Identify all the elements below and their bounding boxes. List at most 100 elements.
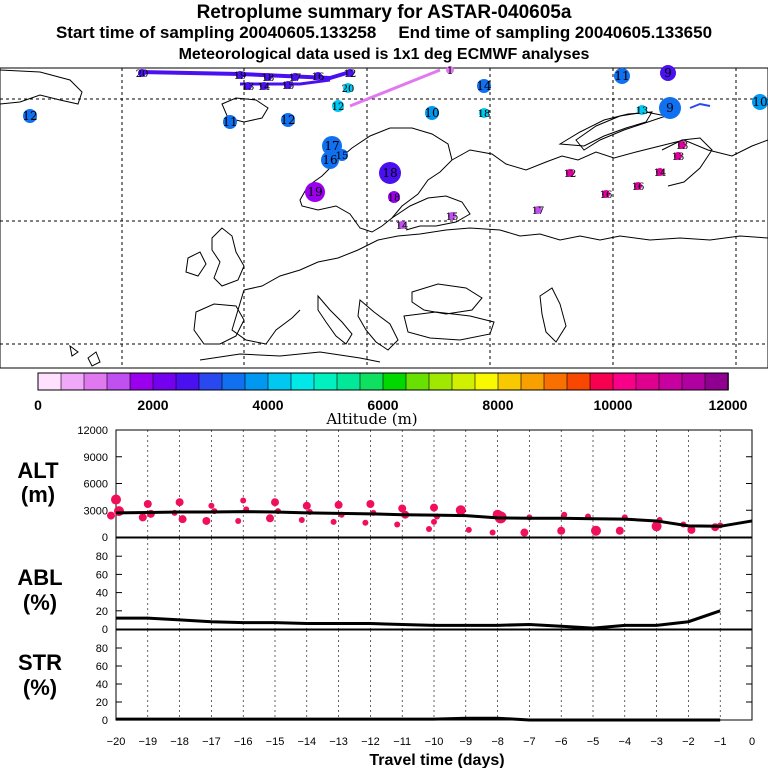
map-marker-label: 19 (234, 71, 247, 82)
x-tick-label: −4 (619, 736, 632, 748)
colorbar-box (474, 372, 499, 391)
alt-cluster-point (266, 514, 274, 523)
map-marker-label: 16 (600, 190, 613, 201)
map-marker-label: 18 (382, 166, 397, 180)
end-time-label: End time of sampling 20040605.133650 (398, 23, 713, 42)
y-tick-label: 3000 (84, 505, 108, 517)
map-marker-label: 17 (532, 206, 545, 217)
alt-cluster-point (489, 529, 496, 536)
x-tick-label: −16 (234, 736, 253, 748)
abl-panel: ABL (%) 0 20 40 60 80 (17, 537, 753, 636)
colorbar-box (359, 372, 384, 391)
colorbar: 0 2000 4000 6000 8000 10000 12000 Altitude (m) (34, 372, 748, 428)
x-tick-label: −14 (297, 736, 316, 748)
map-marker (260, 82, 268, 90)
alt-cluster-point (330, 518, 337, 525)
y-tick-label: 0 (102, 624, 108, 636)
abl-yaxis: 0 20 40 60 80 (96, 551, 752, 636)
map-marker (223, 115, 237, 129)
map-marker-label: 13 (676, 141, 689, 152)
alt-cluster-point (394, 521, 401, 528)
colorbar-tick-label: 8000 (482, 397, 513, 413)
alt-cluster-point (240, 497, 247, 504)
colorbar-box (290, 372, 315, 391)
map-marker (398, 221, 406, 229)
alt-cluster-point (302, 501, 311, 510)
alt-cluster-point (430, 503, 438, 512)
colorbar-box (106, 372, 131, 391)
abl-line (116, 609, 721, 630)
y-tick-label: 80 (96, 643, 108, 655)
colorbar-tick-label: 10000 (594, 397, 633, 413)
x-tick-label: −18 (170, 736, 189, 748)
x-tick-label: −17 (202, 736, 221, 748)
map-marker-label: 11 (222, 115, 237, 129)
map-marker (678, 141, 686, 149)
map-marker-label: 14 (654, 168, 667, 179)
map-marker (446, 66, 454, 74)
map-marker-label: 9 (666, 101, 674, 115)
x-axis-label: Travel time (days) (369, 752, 504, 768)
map-marker (236, 71, 244, 79)
map-marker-label: 15 (336, 151, 349, 162)
abl-unit: (%) (23, 590, 57, 615)
alt-cluster-point (398, 504, 407, 513)
alt-cluster-point (271, 498, 279, 507)
alt-cluster-point (431, 518, 437, 525)
alt-cluster-point (687, 525, 696, 534)
colorbar-box (267, 372, 292, 391)
alt-panel: ALT (m) 0 3000 6000 9000 12000 (17, 425, 753, 544)
map-marker (321, 151, 339, 169)
map-marker-label: 14 (396, 221, 409, 232)
map-marker-label: 20 (136, 69, 149, 80)
colorbar-tick-label: 6000 (367, 397, 398, 413)
map-marker-label: 17 (289, 73, 302, 84)
map-marker-label: 14 (258, 82, 271, 93)
map-graticule (0, 68, 768, 368)
map-marker (448, 212, 456, 220)
map-marker-label: 9 (664, 66, 672, 80)
x-tick-label: −20 (107, 736, 126, 748)
map-marker-label: 18 (388, 193, 401, 204)
map-marker-label: 16 (632, 182, 645, 193)
map-marker-label: 16 (322, 153, 337, 167)
str-panel: STR (%) 0 20 40 60 80 (18, 629, 753, 727)
colorbar-box (612, 372, 637, 391)
map-marker-label: 15 (446, 212, 459, 223)
map-marker-label: 12 (280, 113, 295, 127)
colorbar-box (566, 372, 591, 391)
colorbar-tick-label: 2000 (137, 397, 168, 413)
map-marker (379, 162, 401, 184)
colorbar-box (497, 372, 522, 391)
map-marker (602, 190, 610, 198)
colorbar-box (60, 372, 85, 391)
alt-cluster-point (651, 521, 662, 532)
map-marker (634, 182, 642, 190)
abl-xgrid (147, 538, 721, 629)
map-marker-label: 12 (564, 169, 577, 180)
colorbar-box (451, 372, 476, 391)
alt-cluster-point (465, 526, 472, 533)
colorbar-tick-label: 12000 (709, 397, 748, 413)
colorbar-box (244, 372, 269, 391)
y-tick-label: 20 (96, 606, 108, 618)
x-tick-label: −7 (523, 736, 536, 748)
y-tick-label: 20 (96, 697, 108, 709)
alt-cluster-point (557, 526, 566, 535)
y-tick-label: 6000 (84, 479, 108, 491)
map-marker (314, 72, 322, 80)
y-tick-label: 40 (96, 588, 108, 600)
x-tick-label: −15 (266, 736, 285, 748)
str-unit: (%) (23, 675, 57, 700)
colorbar-box (405, 372, 430, 391)
x-axis-ticks: −20 −19 −18 −17 −16 −15 −14 −13 −12 −11 −10 −9 −8 −7−… (107, 736, 755, 748)
alt-cluster-point (107, 511, 115, 520)
x-tick-label: −6 (555, 736, 568, 748)
y-tick-label: 80 (96, 551, 108, 563)
map-marker (138, 69, 146, 77)
alt-cluster-point (615, 526, 624, 535)
colorbar-box (520, 372, 545, 391)
x-tick-label: −12 (361, 736, 380, 748)
alt-cluster-point (455, 505, 466, 516)
